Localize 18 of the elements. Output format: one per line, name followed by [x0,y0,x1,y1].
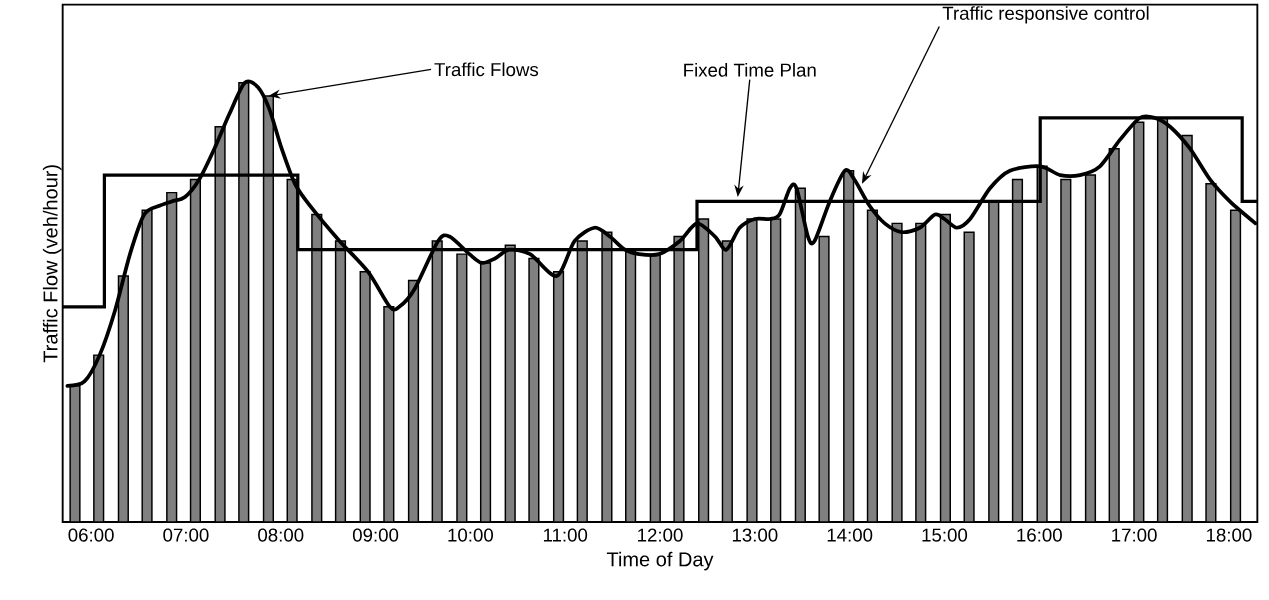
annotation: Traffic responsive control [942,6,1149,24]
x-tick-label: 07:00 [163,528,209,542]
x-tick-label: 12:00 [638,528,683,542]
y-axis-title: Traffic Flow (veh/hour) [42,165,62,363]
x-tick-label: 13:00 [732,528,778,542]
x-tick-label: 06:00 [68,528,114,542]
annotation: Traffic Flows [434,62,539,77]
x-tick-label: 17:00 [1112,528,1157,542]
x-tick-label: 18:00 [1206,528,1252,542]
x-tick-label: 08:00 [258,528,304,542]
x-tick-label: 15:00 [922,528,968,542]
x-tick-label: 14:00 [827,528,873,542]
x-tick-label: 10:00 [448,528,494,542]
annotation: Fixed Time Plan [684,63,816,77]
x-axis-title: Time of Day [606,551,714,571]
x-tick-label: 09:00 [352,528,399,542]
x-tick-label: 16:00 [1017,528,1062,542]
x-tick-label: 11:00 [543,528,588,542]
